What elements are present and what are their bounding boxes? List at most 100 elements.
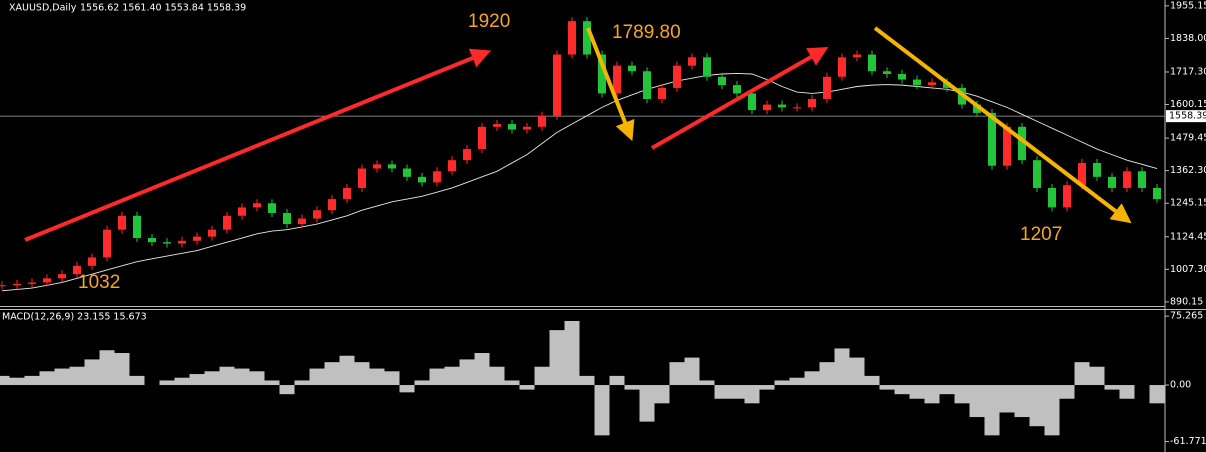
macd-bar: [219, 366, 235, 386]
y-tick-label: 1600.15: [1170, 99, 1206, 110]
candle: [703, 57, 711, 77]
macd-bar: [744, 385, 760, 404]
candle: [28, 282, 36, 284]
candle: [733, 85, 741, 94]
candle: [223, 215, 231, 230]
y-tick-label: 1124.45: [1170, 231, 1206, 242]
last-price-label: 1558.39: [1169, 111, 1206, 122]
candle: [313, 210, 321, 219]
y-tick-label: 1362.30: [1170, 165, 1206, 176]
macd-bar: [84, 359, 100, 386]
macd-bar: [1074, 362, 1090, 386]
candle: [148, 238, 156, 243]
candle: [283, 212, 291, 225]
macd-bar: [294, 380, 310, 386]
candle: [433, 171, 441, 183]
candle: [1033, 160, 1041, 188]
candle: [1003, 126, 1011, 166]
macd-bar: [564, 320, 580, 386]
macd-bar: [1029, 385, 1045, 427]
macd-bar: [159, 380, 175, 386]
candle: [0, 285, 6, 287]
candle: [823, 76, 831, 100]
macd-bar: [1149, 385, 1165, 404]
candle: [538, 115, 546, 127]
macd-bar: [54, 368, 70, 386]
candle: [478, 126, 486, 150]
macd-title: MACD(12,26,9) 23.155 15.673: [2, 312, 147, 323]
candle: [208, 229, 216, 237]
y-tick-label: -61.771: [1170, 436, 1206, 447]
candle: [1138, 171, 1146, 188]
y-tick-label: 1007.30: [1170, 264, 1206, 275]
candle: [73, 265, 81, 275]
macd-bar: [1089, 366, 1105, 386]
macd-bar: [234, 368, 250, 386]
price-panel: 1955.15 1838.00 1717.30 1600.15 1479.45 1362.…: [0, 0, 1206, 307]
candle: [643, 71, 651, 100]
macd-bar: [969, 385, 985, 418]
macd-bar: [99, 350, 115, 386]
macd-bar: [729, 385, 745, 399]
candle: [928, 82, 936, 86]
macd-bar: [174, 377, 190, 386]
candle: [988, 112, 996, 166]
candle: [763, 104, 771, 111]
macd-bar: [924, 385, 940, 404]
candle: [1123, 171, 1131, 188]
macd-bar: [1044, 385, 1060, 436]
macd-bar: [249, 371, 265, 386]
macd-bar: [429, 368, 445, 386]
candle: [673, 65, 681, 88]
candle: [553, 54, 561, 116]
y-tick-label: 1245.15: [1170, 198, 1206, 209]
candle: [748, 93, 756, 111]
macd-bar: [309, 368, 325, 386]
candle: [178, 240, 186, 244]
y-tick-label: 75.265: [1170, 311, 1203, 322]
candle: [103, 229, 111, 258]
macd-bar: [504, 380, 520, 386]
macd-bar: [879, 385, 895, 390]
candle: [388, 164, 396, 169]
macd-bar: [774, 380, 790, 386]
trend-arrow: [24, 48, 492, 242]
macd-bar: [489, 366, 505, 386]
macd-bar: [669, 362, 685, 386]
macd-bar: [399, 385, 415, 393]
macd-bar: [24, 375, 40, 386]
chart-title: XAUUSD,Daily: [9, 3, 77, 14]
candle: [118, 215, 126, 230]
macd-bar: [39, 371, 55, 386]
candle: [358, 168, 366, 188]
candle: [838, 57, 846, 77]
last-price-box: [1166, 110, 1206, 123]
candle: [1048, 187, 1056, 208]
macd-bar: [519, 385, 535, 390]
candle: [1018, 126, 1026, 161]
macd-bar: [819, 362, 835, 386]
macd-bar: [1059, 385, 1075, 399]
candle: [598, 54, 606, 94]
y-tick-label: 1838.00: [1170, 33, 1206, 44]
macd-bar: [1014, 385, 1030, 418]
annotation: 1032: [78, 272, 120, 293]
candle: [463, 149, 471, 161]
candle: [568, 21, 576, 55]
y-tick-label: 0.00: [1170, 380, 1191, 391]
annotation: 1789.80: [612, 22, 681, 43]
macd-bar: [864, 375, 880, 386]
candle: [58, 274, 66, 279]
macd-bar: [354, 362, 370, 386]
macd-bar: [549, 330, 565, 386]
macd-bar: [579, 375, 595, 386]
candle: [973, 104, 981, 113]
macd-bar: [909, 385, 925, 399]
annotation: 1920: [468, 11, 510, 32]
macd-bar: [894, 385, 910, 395]
candle: [808, 99, 816, 108]
candle: [163, 242, 171, 244]
macd-bar: [954, 385, 970, 404]
